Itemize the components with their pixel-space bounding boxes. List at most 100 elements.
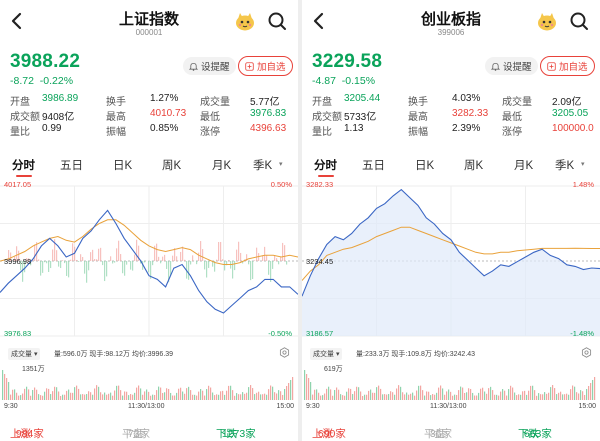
volume-bar <box>384 394 386 400</box>
volume-bar <box>304 370 306 400</box>
volume-bar <box>322 395 324 400</box>
volume-bar <box>42 395 44 400</box>
tab-period[interactable]: 季K <box>555 160 575 172</box>
price-line <box>0 209 298 314</box>
volume-bar <box>30 395 32 400</box>
volume-bar <box>424 395 426 400</box>
tab-period[interactable]: 月K <box>514 160 534 172</box>
add-watchlist-button[interactable]: 加自选 <box>540 56 595 76</box>
back-arrow-icon[interactable] <box>6 10 28 32</box>
breadth-bar <box>206 261 208 278</box>
volume-bar <box>60 395 62 400</box>
breadth-bar <box>142 261 144 270</box>
volume-bar <box>320 395 322 400</box>
set-alert-button[interactable]: 设提醒 <box>485 57 538 75</box>
page-title: 创业板指 <box>420 11 481 28</box>
tab-period[interactable]: 月K <box>212 160 232 172</box>
tab-period[interactable]: 五日 <box>362 160 385 172</box>
volume-bar <box>132 394 134 400</box>
breadth-bar <box>22 261 24 282</box>
volume-bar <box>126 391 128 400</box>
volume-bar <box>260 394 262 400</box>
breadth-bar <box>264 246 266 261</box>
tab-period[interactable]: 周K <box>162 160 182 172</box>
volume-indicator-selector[interactable]: 成交量 ▾ <box>8 348 41 360</box>
volume-bar <box>250 385 252 400</box>
add-watchlist-button[interactable]: 加自选 <box>238 56 293 76</box>
volume-bar <box>338 389 340 400</box>
pct-axis-top-label: 1.48% <box>572 180 594 189</box>
volume-bar <box>108 393 110 400</box>
set-alert-button[interactable]: 设提醒 <box>183 57 236 75</box>
breadth-bar <box>132 261 134 271</box>
volume-bar <box>170 392 172 400</box>
volume-bar <box>390 391 392 400</box>
volume-bar <box>358 387 360 400</box>
volume-bar <box>334 390 336 400</box>
gear-icon[interactable] <box>581 347 592 358</box>
tab-period[interactable]: 日K <box>415 160 435 172</box>
volume-bar <box>254 394 256 400</box>
breadth-bar <box>40 261 42 276</box>
volume-bar <box>138 385 140 400</box>
volume-bar <box>446 391 448 400</box>
breadth-bar <box>90 252 92 261</box>
index-code: 000001 <box>135 28 163 37</box>
volume-bar <box>578 393 580 400</box>
volume-bar <box>402 392 404 400</box>
breadth-bar <box>188 261 190 280</box>
breadth-bar <box>32 259 34 261</box>
search-icon[interactable] <box>568 10 590 32</box>
breadth-bar <box>136 239 138 261</box>
volume-bar <box>262 394 264 400</box>
volume-bar <box>112 395 114 400</box>
volume-bar <box>152 394 154 400</box>
gear-icon[interactable] <box>279 347 290 358</box>
search-icon[interactable] <box>266 10 288 32</box>
volume-bar <box>512 387 514 400</box>
breadth-bar <box>84 261 86 274</box>
intraday-chart[interactable]: 4017.05 0.50% 3996.98 3976.83 -0.50% <box>0 178 298 344</box>
breadth-bar <box>98 248 100 261</box>
stat-value: 5.77亿 <box>250 97 280 108</box>
breadth-bar <box>24 261 26 273</box>
breadth-bar <box>56 250 58 261</box>
tab-period[interactable]: 五日 <box>60 160 83 172</box>
breadth-bar <box>42 261 44 273</box>
tab-period[interactable]: 分时 <box>314 160 337 172</box>
volume-bar <box>350 388 352 400</box>
volume-bar <box>206 389 208 400</box>
tab-period[interactable]: 分时 <box>12 160 35 172</box>
volume-bar <box>242 392 244 400</box>
volume-bar <box>340 394 342 400</box>
breadth-bar <box>80 254 82 261</box>
stat-label: 成交量 <box>200 97 230 108</box>
volume-bar <box>142 394 144 400</box>
volume-bar <box>366 394 368 400</box>
panel-divider <box>298 0 302 441</box>
volume-bar <box>6 378 8 400</box>
mascot-icon[interactable] <box>536 10 558 32</box>
tab-period[interactable]: 日K <box>113 160 133 172</box>
breadth-bar <box>168 261 170 283</box>
volume-bar <box>92 394 94 400</box>
tab-period[interactable]: 季K <box>253 160 273 172</box>
breadth-bar <box>104 261 106 282</box>
breadth-bar <box>68 261 70 278</box>
volume-bar <box>356 386 358 400</box>
volume-bar <box>534 390 536 400</box>
tab-period[interactable]: 周K <box>464 160 484 172</box>
mascot-icon[interactable] <box>234 10 256 32</box>
volume-indicator-selector[interactable]: 成交量 ▾ <box>310 348 343 360</box>
breadth-bar <box>166 261 168 269</box>
volume-bar <box>332 395 334 400</box>
volume-bar <box>284 389 286 400</box>
intraday-chart[interactable]: 3282.33 1.48% 3234.45 3186.57 -1.48% <box>302 178 600 344</box>
volume-bar <box>430 395 432 400</box>
breadth-bar <box>116 248 118 261</box>
back-arrow-icon[interactable] <box>308 10 330 32</box>
volume-bar <box>230 385 232 400</box>
volume-bar <box>576 392 578 400</box>
price-line <box>302 188 600 297</box>
volume-bar <box>406 392 408 400</box>
